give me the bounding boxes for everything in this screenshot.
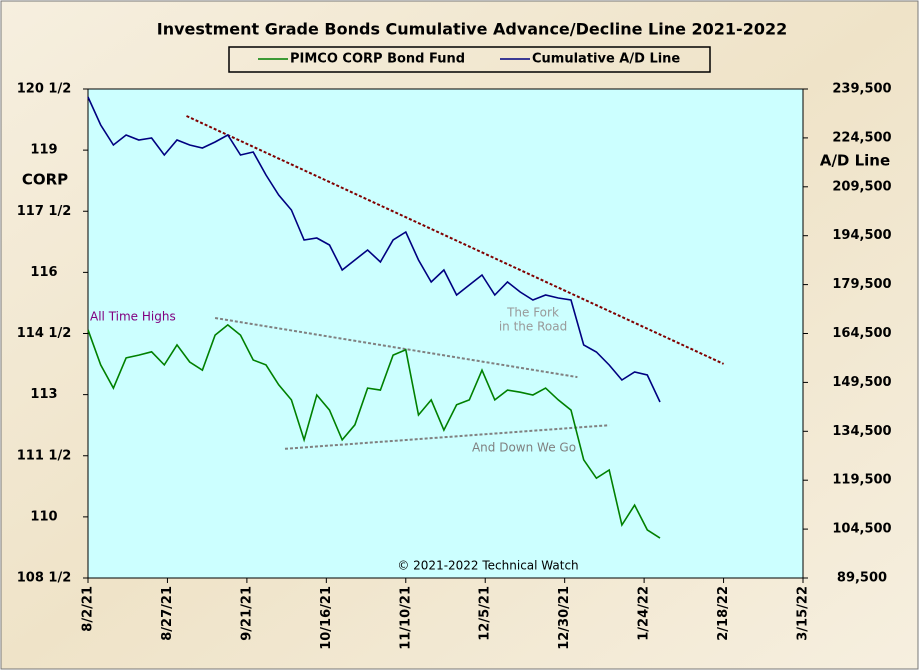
y-tick-label: 119	[30, 143, 57, 158]
y2-tick-label: 209,500	[832, 179, 891, 194]
y-tick-label: 108 1/2	[17, 571, 72, 586]
x-tick-label: 12/5/21	[478, 586, 493, 641]
x-tick-label: 9/21/21	[239, 586, 254, 641]
x-tick-label: 11/10/21	[398, 586, 413, 650]
y2-tick-label: 89,500	[837, 571, 887, 586]
y2-tick-label: 224,500	[832, 130, 891, 145]
y-tick-label: 120 1/2	[17, 82, 72, 97]
annotation: in the Road	[499, 320, 567, 334]
trend-line	[214, 317, 578, 379]
y-tick-label: 110	[30, 509, 57, 524]
series-line	[87, 96, 661, 403]
y2-tick-label: 134,500	[832, 424, 891, 439]
y-tick-label: 117 1/2	[17, 204, 72, 219]
y-tick-label: 111 1/2	[17, 448, 72, 463]
x-tick-label: 10/16/21	[319, 586, 334, 650]
plot-area	[87, 88, 804, 579]
y2-tick-label: 149,500	[832, 375, 891, 390]
annotation: All Time Highs	[90, 310, 176, 324]
y-tick-label: 114 1/2	[17, 326, 72, 341]
chart-title: Investment Grade Bonds Cumulative Advanc…	[157, 20, 787, 39]
copyright: © 2021-2022 Technical Watch	[397, 559, 578, 573]
y-tick-label: 113	[30, 387, 57, 402]
y2-tick-label: 179,500	[832, 277, 891, 292]
y2-tick-label: 164,500	[832, 326, 891, 341]
x-tick-label: 2/18/22	[716, 586, 731, 641]
annotation: And Down We Go	[472, 441, 576, 455]
trend-line	[284, 424, 610, 450]
y2-axis-label: A/D Line	[820, 152, 890, 170]
legend-label: Cumulative A/D Line	[532, 52, 680, 67]
legend	[228, 46, 711, 73]
x-tick-label: 12/30/21	[557, 586, 572, 650]
x-tick-label: 8/2/21	[81, 586, 96, 632]
y2-tick-label: 104,500	[832, 522, 891, 537]
x-tick-label: 3/15/22	[796, 586, 811, 641]
y2-tick-label: 239,500	[832, 82, 891, 97]
y-axis-label: CORP	[22, 171, 68, 189]
x-tick-label: 8/27/21	[160, 586, 175, 641]
x-tick-label: 1/24/22	[637, 586, 652, 641]
series-line	[87, 323, 661, 539]
legend-label: PIMCO CORP Bond Fund	[290, 52, 465, 67]
annotation: The Fork	[506, 306, 559, 320]
y2-tick-label: 194,500	[832, 228, 891, 243]
trend-line	[186, 115, 725, 365]
y2-tick-label: 119,500	[832, 473, 891, 488]
y-tick-label: 116	[30, 265, 57, 280]
